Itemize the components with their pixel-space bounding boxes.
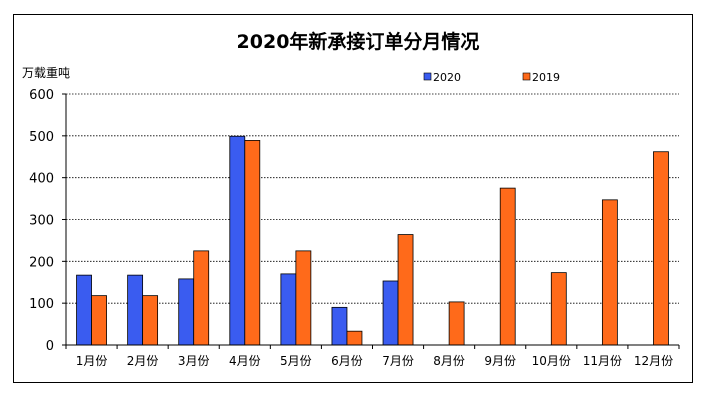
grid [66, 93, 679, 304]
y-tick-label: 400 [29, 172, 54, 187]
legend-swatch-2019 [522, 72, 531, 81]
legend-swatch-2020 [423, 72, 432, 81]
bar-2019 [244, 140, 261, 346]
x-tick-label: 3月份 [178, 354, 210, 368]
bar-2020 [280, 273, 297, 346]
x-tick-label: 5月份 [280, 354, 312, 368]
x-tick-label: 8月份 [433, 354, 465, 368]
bar-2020 [229, 135, 246, 346]
bars [76, 135, 669, 346]
y-axis-unit-label: 万载重吨 [22, 66, 70, 80]
bar-2020 [76, 274, 92, 346]
bar-2020 [127, 274, 144, 346]
y-tick-label: 100 [29, 297, 54, 312]
bar-2019 [91, 295, 107, 346]
bar-2020 [178, 278, 195, 346]
bar-2019 [653, 151, 669, 346]
chart-title: 2020年新承接订单分月情况 [237, 30, 480, 53]
x-tick-label: 10月份 [532, 354, 571, 368]
bar-2019 [397, 234, 414, 346]
x-tick-label: 9月份 [484, 354, 516, 368]
legend-label-2020: 2020 [433, 71, 461, 84]
x-ticks: 1月份 2月份 3月份 4月份 5月份 6月份 7月份 8月份 9月份 10月份 11月份 12月份 [65, 345, 680, 368]
x-tick-label: 12月份 [634, 354, 673, 368]
bar-2019 [346, 330, 363, 346]
bar-2019 [499, 187, 516, 346]
x-tick-label: 7月份 [382, 354, 414, 368]
y-tick-label: 200 [29, 255, 54, 270]
legend: 2020 2019 [423, 71, 560, 84]
legend-label-2019: 2019 [532, 71, 560, 84]
bar-2020 [331, 306, 348, 346]
y-tick-label: 300 [29, 214, 54, 229]
x-tick-label: 6月份 [331, 354, 363, 368]
bar-2019 [193, 250, 210, 346]
bar-2019 [448, 301, 465, 346]
bar-2019 [142, 295, 159, 346]
x-tick-label: 11月份 [583, 354, 622, 368]
y-tick-label: 500 [29, 130, 54, 145]
chart-frame [13, 14, 693, 383]
x-tick-label: 4月份 [229, 354, 261, 368]
bar-2020 [382, 280, 399, 346]
x-tick-label: 2月份 [127, 354, 159, 368]
y-tick-label: 600 [29, 88, 54, 103]
y-ticks: 0 100 200 300 400 500 600 [29, 88, 66, 354]
bar-2019 [550, 272, 567, 346]
bar-2019 [601, 199, 618, 346]
y-tick-label: 0 [46, 339, 54, 354]
bar-2019 [295, 250, 312, 346]
x-tick-label: 1月份 [76, 354, 108, 368]
